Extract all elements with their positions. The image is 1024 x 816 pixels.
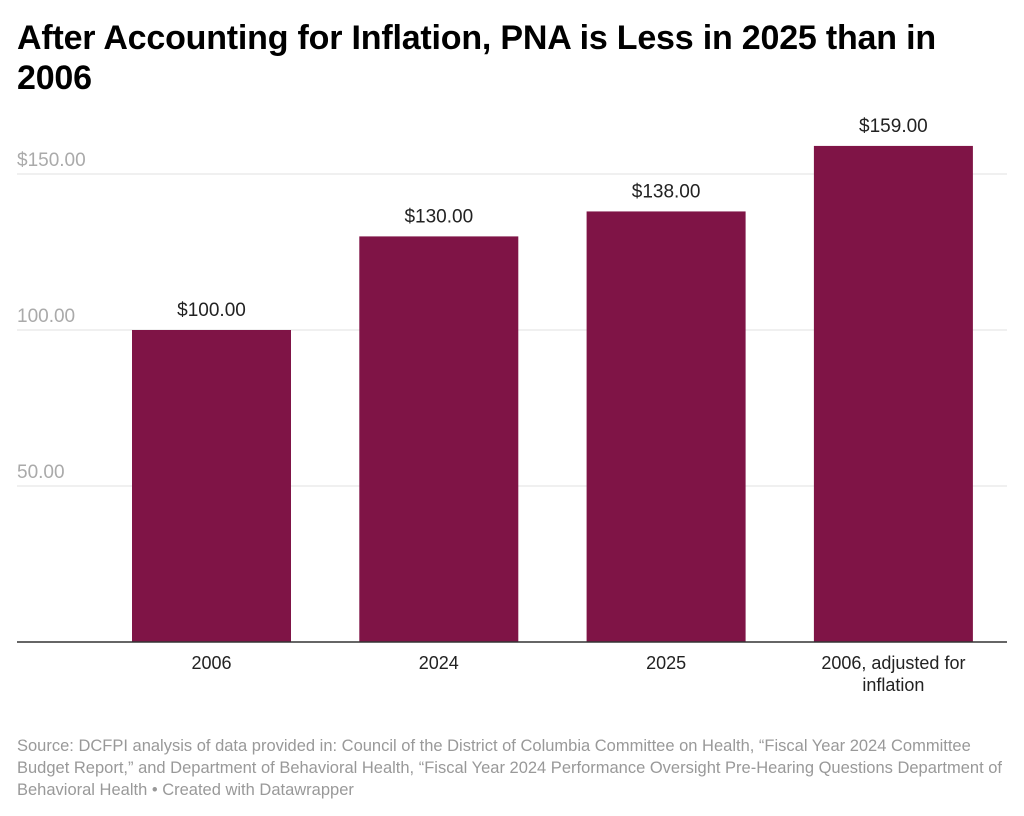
value-label: $159.00: [859, 116, 928, 137]
x-tick-label: 2006, adjusted for inflation: [821, 653, 965, 695]
bar: [586, 211, 746, 642]
value-label: $100.00: [177, 300, 246, 321]
x-tick-label-line: 2006: [191, 653, 231, 673]
chart-title: After Accounting for Inflation, PNA is L…: [17, 19, 936, 97]
x-tick-label: 2025: [646, 653, 686, 673]
bar: [132, 330, 291, 642]
source-note: Source: DCFPI analysis of data provided …: [17, 737, 1003, 799]
value-label: $130.00: [404, 206, 473, 227]
y-axis-ticks: 50.00 100.00 $150.00: [17, 150, 86, 483]
bars: [132, 145, 973, 643]
x-tick-label: 2024: [419, 653, 459, 673]
y-tick-label: 50.00: [17, 462, 65, 483]
bar: [359, 236, 519, 642]
bar: [813, 145, 973, 643]
x-tick-label-line: 2025: [646, 653, 686, 673]
x-tick-label-line: inflation: [862, 675, 924, 695]
bar-chart: 50.00 100.00 $150.00 $100.00 $130.00 $138.00…: [17, 116, 1007, 695]
y-tick-label: 100.00: [17, 306, 75, 327]
x-tick-label-line: 2024: [419, 653, 459, 673]
value-label: $138.00: [632, 181, 701, 202]
x-tick-label: 2006: [191, 653, 231, 673]
x-axis-ticks: 2006 2024 2025 2006, adjusted for inflation: [191, 653, 965, 695]
x-tick-label-line: 2006, adjusted for: [821, 653, 965, 673]
y-tick-label: $150.00: [17, 150, 86, 171]
value-labels: $100.00 $130.00 $138.00 $159.00: [177, 116, 928, 321]
